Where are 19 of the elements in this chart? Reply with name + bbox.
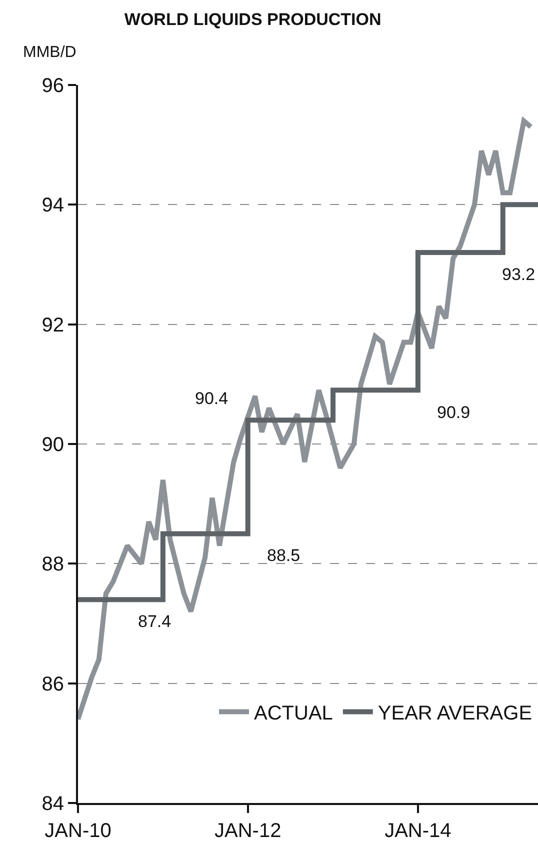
- y-tick-label: 96: [42, 75, 64, 97]
- legend-label: ACTUAL: [254, 702, 333, 724]
- chart-title: WORLD LIQUIDS PRODUCTION: [124, 10, 382, 29]
- y-tick-label: 90: [42, 434, 64, 456]
- x-tick-label: JAN-14: [384, 820, 452, 842]
- y-tick-label: 94: [42, 194, 64, 217]
- annotation: 87.4: [138, 612, 172, 631]
- y-axis-title: MMB/D: [23, 44, 76, 61]
- annotation: 93.2: [502, 265, 536, 284]
- x-tick-label: JAN-12: [214, 820, 282, 842]
- y-tick-label: 84: [42, 793, 64, 815]
- x-tick-label: JAN-10: [44, 820, 112, 842]
- annotation: 90.4: [195, 389, 228, 408]
- annotation: 88.5: [267, 546, 300, 565]
- legend-label: YEAR AVERAGE: [378, 702, 532, 724]
- y-tick-label: 92: [42, 314, 64, 336]
- y-tick-label: 88: [42, 554, 64, 576]
- y-tick-label: 86: [42, 673, 64, 696]
- annotation: 90.9: [437, 403, 470, 422]
